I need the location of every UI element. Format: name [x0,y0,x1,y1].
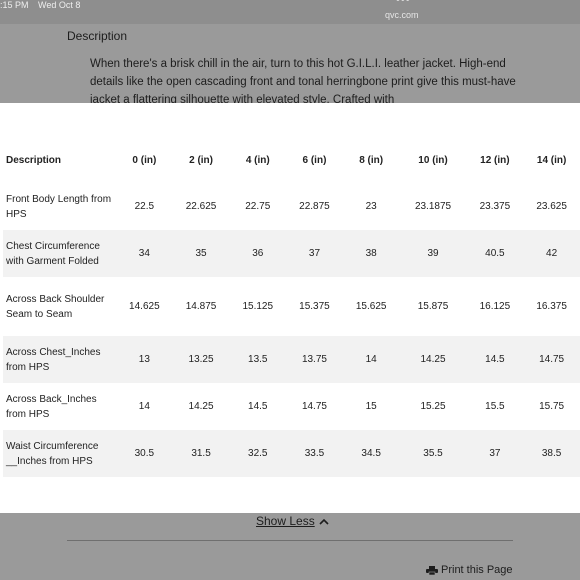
table-cell: 37 [308,248,321,259]
table-cell: 15.875 [417,301,449,312]
row-label: Chest Circumference with Garment Folded [6,240,100,267]
table-row: Across Back_Inches from HPS 14 14.25 14.… [3,383,580,430]
column-header: Description [6,154,62,166]
table-cell: 37 [489,448,501,459]
table-row: Front Body Length from HPS 22.5 22.625 2… [3,183,580,230]
show-less-label: Show Less [256,514,315,528]
table-cell: 36 [252,248,264,259]
table-cell: 34.5 [361,448,381,459]
column-header: 0 (in) [132,154,157,166]
table-cell: 14.5 [485,354,505,365]
table-cell: 39 [427,248,439,259]
column-header: 14 (in) [536,154,567,166]
table-cell: 22.75 [245,201,271,212]
table-row: Across Chest_Inches from HPS 13 13.25 13… [3,336,580,383]
row-label: Front Body Length from HPS [6,193,112,220]
table-cell: 23.625 [536,201,567,212]
table-cell: 35 [195,248,207,259]
table-row: Waist Circumference __Inches from HPS 30… [3,430,580,477]
table-cell: 13 [138,354,150,365]
table-cell: 14 [138,401,150,412]
table-cell: 15.625 [355,301,387,312]
table-cell: 14.5 [248,401,268,412]
table-cell: 14.25 [420,354,446,365]
description-text: When there's a brisk chill in the air, t… [90,58,516,105]
table-cell: 38.5 [541,448,562,459]
column-header: 2 (in) [189,154,213,166]
table-cell: 23 [365,201,377,212]
table-row: Chest Circumference with Garment Folded … [3,230,580,277]
size-chart-modal: Description 0 (in) 2 (in) 4 (in) 6 (in) … [0,103,580,513]
status-bar: :15 PM Wed Oct 8 ••• qvc.com [0,0,580,24]
table-cell: 34 [138,248,150,259]
table-cell: 22.875 [299,201,330,212]
table-cell: 22.625 [185,201,217,212]
table-cell: 13.25 [188,354,214,365]
table-cell: 16.125 [479,301,511,312]
divider [67,540,513,541]
table-cell: 14 [365,354,377,365]
print-page-link[interactable]: Print this Page [426,564,513,576]
table-cell: 30.5 [134,448,155,459]
table-cell: 32.5 [248,448,268,459]
table-cell: 15.75 [539,401,565,412]
table-row: Across Back Shoulder Seam to Seam 14.625… [3,277,580,336]
table-header-row: Description 0 (in) 2 (in) 4 (in) 6 (in) … [3,137,580,183]
table-cell: 38 [365,248,377,259]
table-cell: 15.375 [299,301,330,312]
table-cell: 23.1875 [414,201,452,212]
row-label: Across Back_Inches from HPS [6,393,97,420]
size-chart-table: Description 0 (in) 2 (in) 4 (in) 6 (in) … [3,137,580,477]
table-cell: 14.875 [185,301,217,312]
table-cell: 15 [365,401,377,412]
table-cell: 13.75 [301,354,327,365]
table-cell: 35.5 [423,448,443,459]
table-cell: 15.25 [420,401,446,412]
table-cell: 13.5 [248,354,268,365]
table-cell: 15.5 [485,401,505,412]
description-heading: Description [67,29,128,43]
url-label[interactable]: qvc.com [385,10,419,20]
show-less-link[interactable]: Show Less [256,514,329,528]
table-cell: 14.25 [188,401,214,412]
column-header: 4 (in) [245,154,270,166]
tab-dots-icon[interactable]: ••• [396,0,411,6]
table-cell: 22.5 [134,201,155,212]
table-cell: 14.75 [301,401,327,412]
row-label: Across Chest_Inches from HPS [6,346,101,373]
row-label: Waist Circumference __Inches from HPS [6,440,99,467]
table-cell: 33.5 [304,448,325,459]
table-cell: 14.75 [539,354,565,365]
table-cell: 42 [546,248,558,259]
column-header: 8 (in) [359,154,384,166]
table-cell: 16.375 [536,301,567,312]
column-header: 10 (in) [418,154,448,166]
table-cell: 31.5 [191,448,211,459]
status-date: Wed Oct 8 [38,0,81,10]
table-cell: 14.625 [129,301,160,312]
table-cell: 40.5 [485,248,505,259]
table-cell: 15.125 [242,301,274,312]
printer-icon [426,565,438,575]
status-time: :15 PM [0,0,29,10]
column-header: 6 (in) [302,154,327,166]
table-cell: 23.375 [479,201,511,212]
print-page-label: Print this Page [441,564,513,576]
chevron-up-icon [319,517,329,528]
column-header: 12 (in) [480,154,510,166]
row-label: Across Back Shoulder Seam to Seam [6,293,105,320]
